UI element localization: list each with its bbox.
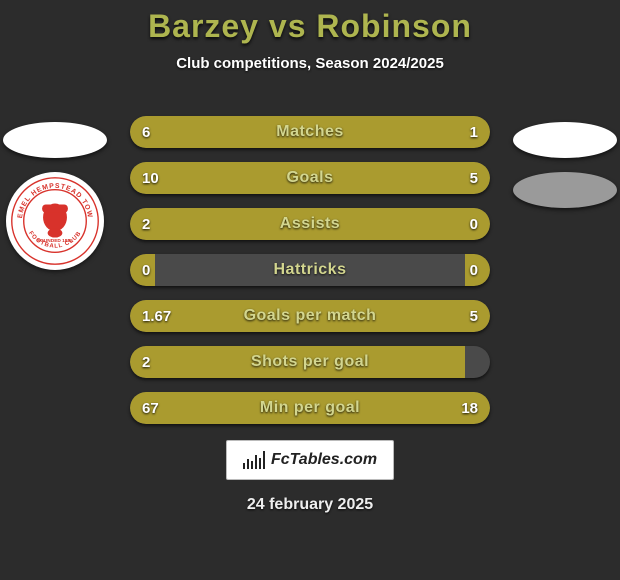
stat-row: 105Goals (130, 162, 490, 194)
infographic-root: Barzey vs Robinson Club competitions, Se… (0, 0, 620, 580)
title-player-left: Barzey (148, 8, 259, 44)
stat-value-left: 0 (142, 254, 150, 286)
stat-row: 20Assists (130, 208, 490, 240)
svg-text:FOUNDED 1885: FOUNDED 1885 (37, 238, 73, 244)
stat-value-left: 2 (142, 208, 150, 240)
stat-value-right: 18 (461, 392, 478, 424)
stat-label: Hattricks (130, 254, 490, 286)
player-placeholder-right (513, 122, 617, 158)
stat-row: 6718Min per goal (130, 392, 490, 424)
player-placeholder-left (3, 122, 107, 158)
bar-fill-left (130, 346, 465, 378)
bar-fill-left (130, 208, 465, 240)
stat-value-left: 1.67 (142, 300, 171, 332)
stat-value-right: 1 (470, 116, 478, 148)
stat-row: 1.675Goals per match (130, 300, 490, 332)
bar-fill-right (195, 300, 490, 332)
fctables-logo: FcTables.com (226, 440, 394, 480)
bar-fill-right (339, 162, 490, 194)
stat-value-left: 10 (142, 162, 159, 194)
stat-value-left: 2 (142, 346, 150, 378)
page-title: Barzey vs Robinson (0, 8, 620, 45)
comparison-body: HEMEL HEMPSTEAD TOWN FOOTBALL CLUB FOUND… (0, 116, 620, 436)
stat-row: 0 0Hattricks (130, 254, 490, 286)
club-placeholder-right (513, 172, 617, 208)
barchart-icon (243, 451, 265, 469)
stat-value-left: 67 (142, 392, 159, 424)
stat-value-right: 5 (470, 300, 478, 332)
stat-value-right: 0 (470, 254, 478, 286)
hempstead-badge-icon: HEMEL HEMPSTEAD TOWN FOOTBALL CLUB FOUND… (9, 175, 101, 267)
right-column (510, 116, 620, 208)
bar-fill-left (130, 116, 400, 148)
stat-value-right: 5 (470, 162, 478, 194)
title-player-right: Robinson (316, 8, 472, 44)
footer-date: 24 february 2025 (0, 496, 620, 514)
stat-row: 61Matches (130, 116, 490, 148)
fctables-text: FcTables.com (271, 451, 377, 469)
stat-value-right: 0 (470, 208, 478, 240)
stat-value-left: 6 (142, 116, 150, 148)
subtitle: Club competitions, Season 2024/2025 (0, 55, 620, 72)
club-badge-left: HEMEL HEMPSTEAD TOWN FOOTBALL CLUB FOUND… (6, 172, 104, 270)
bar-fill-left (130, 392, 382, 424)
bar-fill-left (130, 162, 339, 194)
left-column: HEMEL HEMPSTEAD TOWN FOOTBALL CLUB FOUND… (0, 116, 110, 270)
stat-bars: 61Matches105Goals20Assists00Hattricks1.6… (130, 116, 490, 424)
stat-row: 2Shots per goal (130, 346, 490, 378)
title-vs: vs (269, 8, 307, 44)
